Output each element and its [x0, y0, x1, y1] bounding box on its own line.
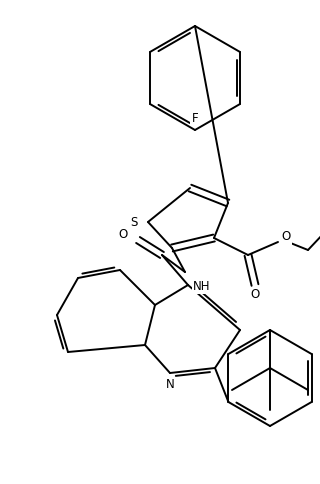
Text: O: O — [281, 230, 291, 243]
Text: O: O — [250, 288, 260, 302]
Text: NH: NH — [193, 280, 211, 293]
Text: O: O — [119, 228, 128, 242]
Text: S: S — [130, 215, 138, 228]
Text: N: N — [166, 378, 174, 391]
Text: F: F — [192, 111, 198, 124]
